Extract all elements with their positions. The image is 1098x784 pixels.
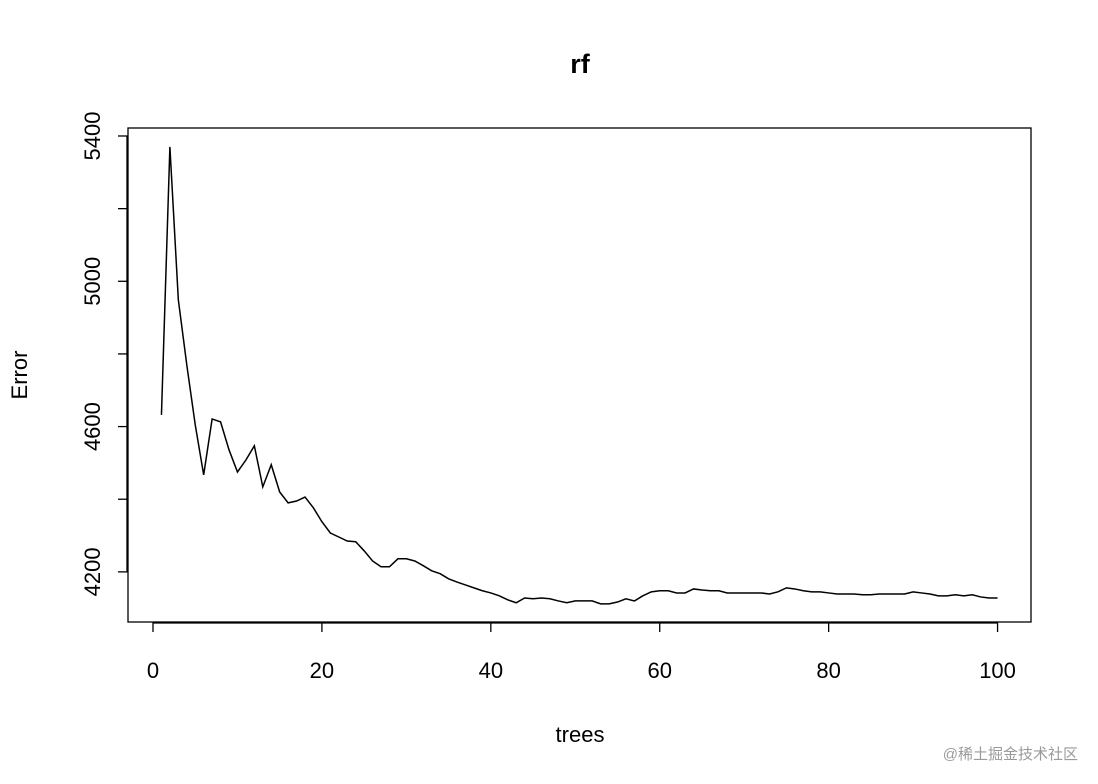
x-tick-label: 60 (647, 658, 671, 683)
x-tick-label: 80 (816, 658, 840, 683)
x-tick-label: 20 (310, 658, 334, 683)
x-tick-label: 40 (479, 658, 503, 683)
y-tick-label: 4200 (80, 547, 105, 596)
watermark: @稀土掘金技术社区 (943, 746, 1078, 763)
data-line (160, 146, 998, 605)
chart-title: rf (570, 49, 591, 79)
x-tick-label: 0 (147, 658, 159, 683)
x-axis-label: trees (556, 722, 605, 747)
y-tick-label: 4600 (80, 402, 105, 451)
y-axis-label: Error (7, 351, 32, 400)
x-tick-label: 100 (979, 658, 1016, 683)
y-tick-label: 5000 (80, 257, 105, 306)
y-tick-label: 5400 (80, 112, 105, 161)
plot-frame (127, 127, 1032, 623)
